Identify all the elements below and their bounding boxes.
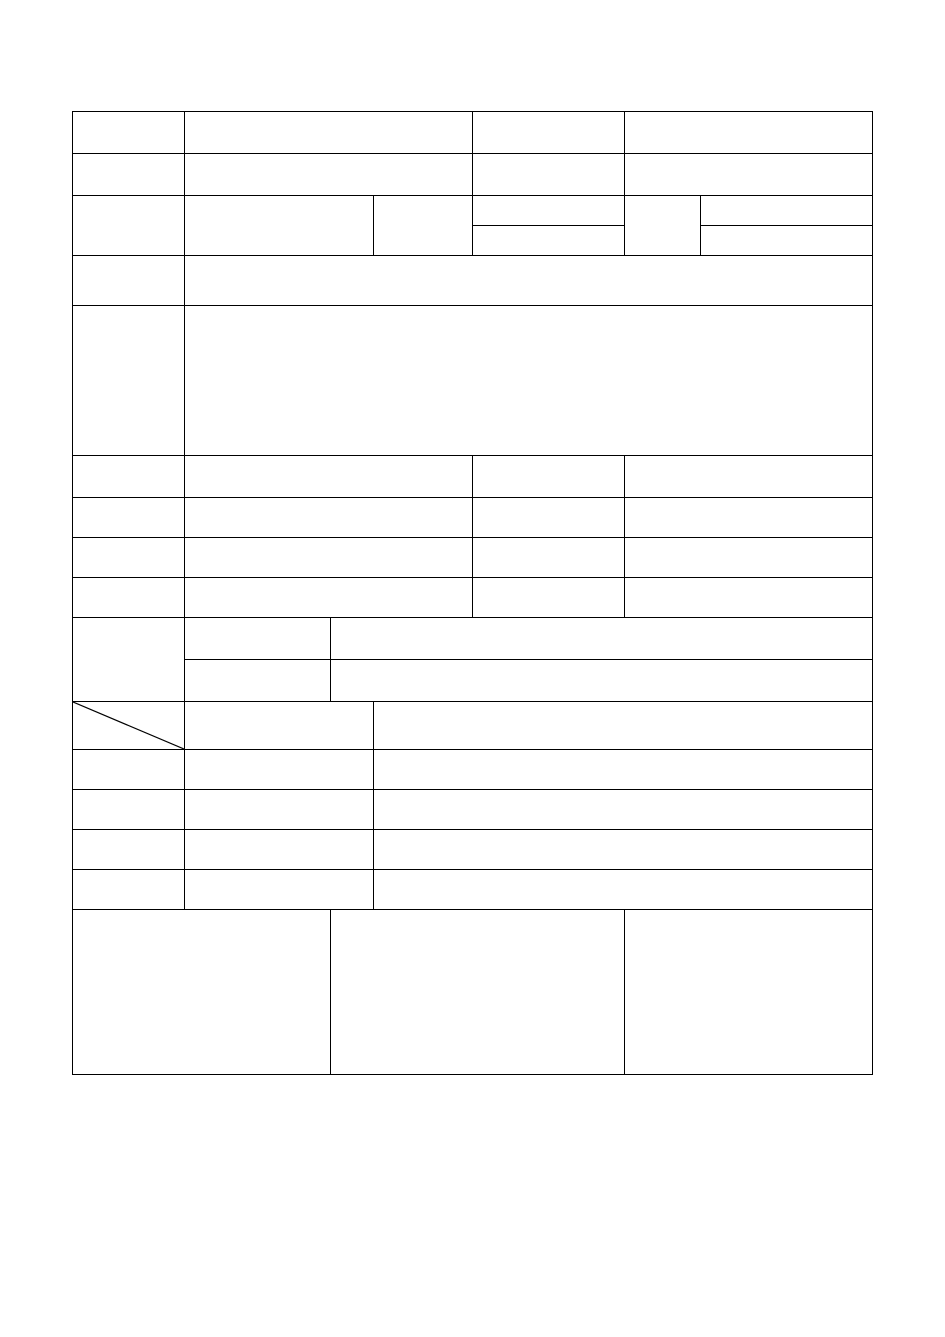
cell-theory-qty [73,498,185,538]
cell-supervision-unit [472,112,624,154]
cell-mix-open-no [472,578,624,618]
val-standard-curing-mark [373,750,872,790]
cell-unit-project-name [73,112,185,154]
cell-design-strength [73,538,185,578]
form-table [72,111,873,1075]
cell-shift-qty [472,498,624,538]
cell-block-mark-content [373,702,872,750]
cell-standard-curing [73,750,185,790]
cell-temp-high [700,196,872,226]
val-construction-unit [185,154,473,196]
cell-mix-record-no [73,578,185,618]
val-unit-project-name [185,112,473,154]
cell-pouring-part [472,456,624,498]
val-construction-date [185,196,374,256]
cell-activity-record [73,306,185,456]
cell-weather [373,196,472,256]
val-curing-method-mark [373,870,872,910]
cell-construction-unit [73,154,185,196]
val-mix-open-no [624,578,872,618]
val-pouring-part [624,456,872,498]
val-supervision-unit [624,112,872,154]
val-quality-safety [185,256,873,306]
val-same-cond-groups [185,790,374,830]
val-mix-record-no [185,578,473,618]
cell-afternoon [472,226,624,256]
cell-construction-part [472,154,624,196]
val-vibration-method [624,538,872,578]
sig-constructor [624,910,872,1075]
cell-morning [472,196,624,226]
cell-same-cond-curing [73,790,185,830]
val-construction-part [624,154,872,196]
sig-supervisor [73,910,331,1075]
cell-curing-method [73,870,185,910]
val-theory-qty [185,498,473,538]
val-activity-record [185,306,873,456]
val-shift-qty [624,498,872,538]
cell-block-groups [185,702,374,750]
cell-work-team [73,456,185,498]
cell-actual-slump [185,660,331,702]
val-work-team [185,456,473,498]
cell-block-curing-diag [73,702,185,750]
cell-temperature [624,196,700,256]
val-standard-curing-groups [185,750,374,790]
val-curing-method-groups [185,870,374,910]
cell-temp-low [700,226,872,256]
cell-slump [73,618,185,702]
cell-construction-date [73,196,185,256]
val-demould-mark [373,830,872,870]
cell-demould [73,830,185,870]
cell-design-slump [185,618,331,660]
val-design-slump [331,618,873,660]
val-demould-groups [185,830,374,870]
sig-qc [331,910,625,1075]
val-design-strength [185,538,473,578]
cell-vibration-method [472,538,624,578]
val-actual-slump [331,660,873,702]
val-same-cond-mark [373,790,872,830]
cell-quality-safety [73,256,185,306]
